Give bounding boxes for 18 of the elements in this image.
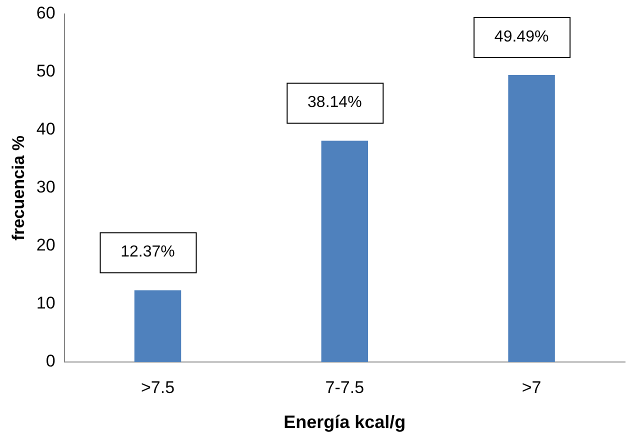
x-axis-title: Energía kcal/g [284, 412, 406, 432]
y-axis-title: frecuencia % [8, 136, 28, 240]
x-tick-label: >7.5 [140, 378, 175, 397]
y-tick-label: 20 [36, 236, 56, 255]
y-tick-label: 0 [46, 352, 56, 371]
y-tick-label: 60 [36, 4, 56, 23]
data-label: 38.14% [308, 94, 362, 112]
data-label: 49.49% [494, 28, 549, 46]
bar [508, 74, 555, 362]
x-tick-label: 7-7.5 [325, 378, 364, 397]
bar [134, 290, 182, 362]
y-tick-label: 10 [36, 294, 56, 313]
x-tick-label: >7 [522, 378, 542, 397]
data-label: 12.37% [120, 244, 175, 261]
y-tick-label: 40 [36, 120, 56, 139]
bar [321, 140, 368, 362]
y-tick-label: 50 [36, 62, 56, 81]
y-tick-label: 30 [36, 178, 56, 197]
